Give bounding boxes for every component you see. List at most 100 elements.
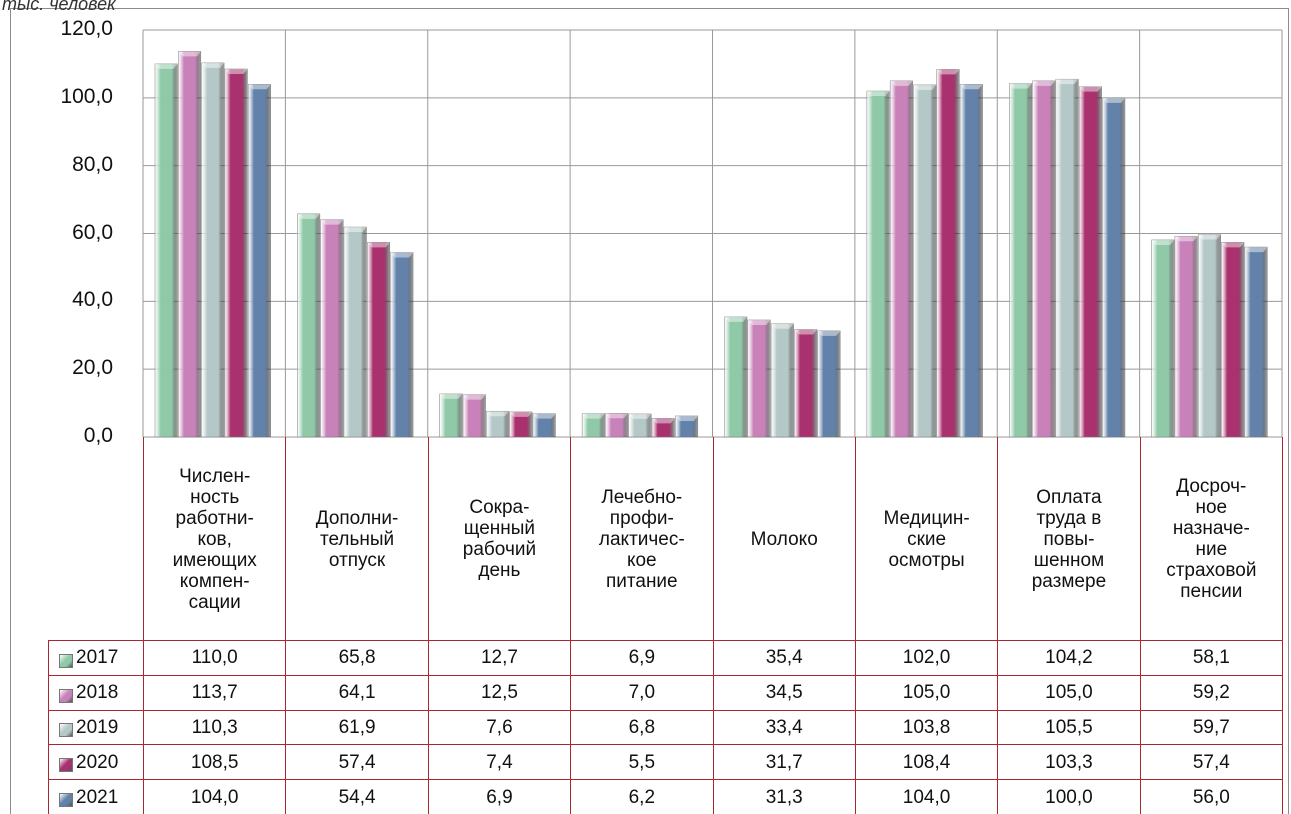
table-value: 57,4 xyxy=(285,744,429,781)
table-value: 59,7 xyxy=(1139,709,1283,746)
table-value: 12,7 xyxy=(427,640,572,676)
chart-frame xyxy=(10,8,1289,814)
bar-cap xyxy=(486,411,509,417)
bar-cap xyxy=(320,219,344,225)
table-value: 102,0 xyxy=(854,640,999,676)
bar-cap xyxy=(1221,242,1245,248)
table-value: 104,0 xyxy=(854,779,999,814)
bar-cap xyxy=(1198,234,1221,240)
bar-cap xyxy=(297,213,320,219)
table-value: 6,8 xyxy=(570,709,714,746)
bar xyxy=(675,415,699,438)
table-value: 104,2 xyxy=(997,640,1141,676)
table-value: 12,5 xyxy=(427,674,572,711)
bar-cap xyxy=(1151,239,1175,245)
legend-swatch xyxy=(59,688,73,703)
legend-cell: 2020 xyxy=(48,744,144,781)
bar-cap xyxy=(866,91,890,97)
bar-cap xyxy=(1102,97,1125,103)
legend-swatch xyxy=(59,653,73,668)
bar xyxy=(1032,80,1056,438)
table-value: 6,2 xyxy=(570,779,714,814)
y-tick-label: 0,0 xyxy=(83,424,113,447)
legend-label: 2019 xyxy=(76,716,119,738)
bar xyxy=(320,219,344,438)
bar-cap xyxy=(1055,79,1079,85)
bar xyxy=(439,393,463,438)
bar-cap xyxy=(155,63,178,69)
bar xyxy=(224,68,248,438)
table-value: 103,8 xyxy=(854,709,999,746)
bar xyxy=(936,69,960,438)
table-value: 34,5 xyxy=(712,674,856,711)
table-value: 7,0 xyxy=(570,674,714,711)
bar-cap xyxy=(343,227,367,233)
bar-cap xyxy=(1174,236,1198,242)
bar xyxy=(794,329,818,438)
bar-cap xyxy=(201,62,225,68)
table-value: 61,9 xyxy=(285,709,429,746)
bar xyxy=(367,242,391,438)
bar-cap xyxy=(817,330,841,336)
table-value: 108,4 xyxy=(854,744,999,781)
legend-label: 2017 xyxy=(76,647,119,669)
legend-swatch xyxy=(59,758,73,773)
bar-cap xyxy=(605,413,628,419)
bar xyxy=(1197,234,1221,438)
table-value: 6,9 xyxy=(570,640,714,676)
bar xyxy=(866,90,890,438)
bar xyxy=(1151,239,1175,438)
table-value: 33,4 xyxy=(712,709,856,746)
table-value: 65,8 xyxy=(285,640,429,676)
bar xyxy=(343,226,367,438)
legend-cell: 2019 xyxy=(48,709,144,746)
bar-cap xyxy=(771,323,794,329)
bar-cap xyxy=(628,413,652,419)
category-label: Медицин- ские осмотры xyxy=(854,437,999,641)
table-value: 57,4 xyxy=(1139,744,1283,781)
bar-cap xyxy=(178,51,201,57)
bar xyxy=(889,80,913,438)
legend-label: 2020 xyxy=(76,751,119,773)
bar-cap xyxy=(936,69,960,75)
table-value: 31,3 xyxy=(712,779,856,814)
category-label: Досроч- ное назначе- ние страховой пенси… xyxy=(1139,437,1283,641)
bar-cap xyxy=(1009,83,1032,89)
bar-cap xyxy=(367,242,390,248)
bar xyxy=(154,63,178,438)
legend-swatch xyxy=(59,793,73,808)
table-value: 64,1 xyxy=(285,674,429,711)
table-value: 31,7 xyxy=(712,744,856,781)
y-axis-label: тыс. человек xyxy=(2,0,116,14)
y-tick-label: 80,0 xyxy=(72,152,113,176)
legend-cell: 2021 xyxy=(48,779,144,814)
table-value: 105,0 xyxy=(854,674,999,711)
bar-cap xyxy=(724,316,747,322)
legend-swatch xyxy=(59,723,73,738)
table-value: 105,5 xyxy=(997,709,1141,746)
bar xyxy=(1009,83,1032,438)
bar xyxy=(1102,97,1126,438)
table-value: 113,7 xyxy=(143,674,287,711)
bar-cap xyxy=(890,80,913,86)
y-tick-label: 100,0 xyxy=(60,84,113,108)
table-value: 7,4 xyxy=(427,744,572,781)
legend-cell: 2018 xyxy=(48,674,144,711)
legend-label: 2021 xyxy=(76,786,119,808)
y-tick-label: 60,0 xyxy=(72,220,113,244)
y-tick-label: 40,0 xyxy=(72,288,113,312)
bar xyxy=(201,62,225,438)
bar-cap xyxy=(1032,80,1056,86)
bar xyxy=(1244,246,1268,438)
bar xyxy=(178,51,202,438)
bar xyxy=(1174,235,1198,438)
bar-cap xyxy=(675,415,698,421)
bar xyxy=(462,394,486,438)
bar-cap xyxy=(747,319,771,325)
bar-cap xyxy=(960,84,983,90)
table-value: 35,4 xyxy=(712,640,856,676)
legend-cell: 2017 xyxy=(48,640,144,676)
category-label: Оплата труда в повы- шенном размере xyxy=(997,437,1141,641)
bar xyxy=(651,418,675,438)
